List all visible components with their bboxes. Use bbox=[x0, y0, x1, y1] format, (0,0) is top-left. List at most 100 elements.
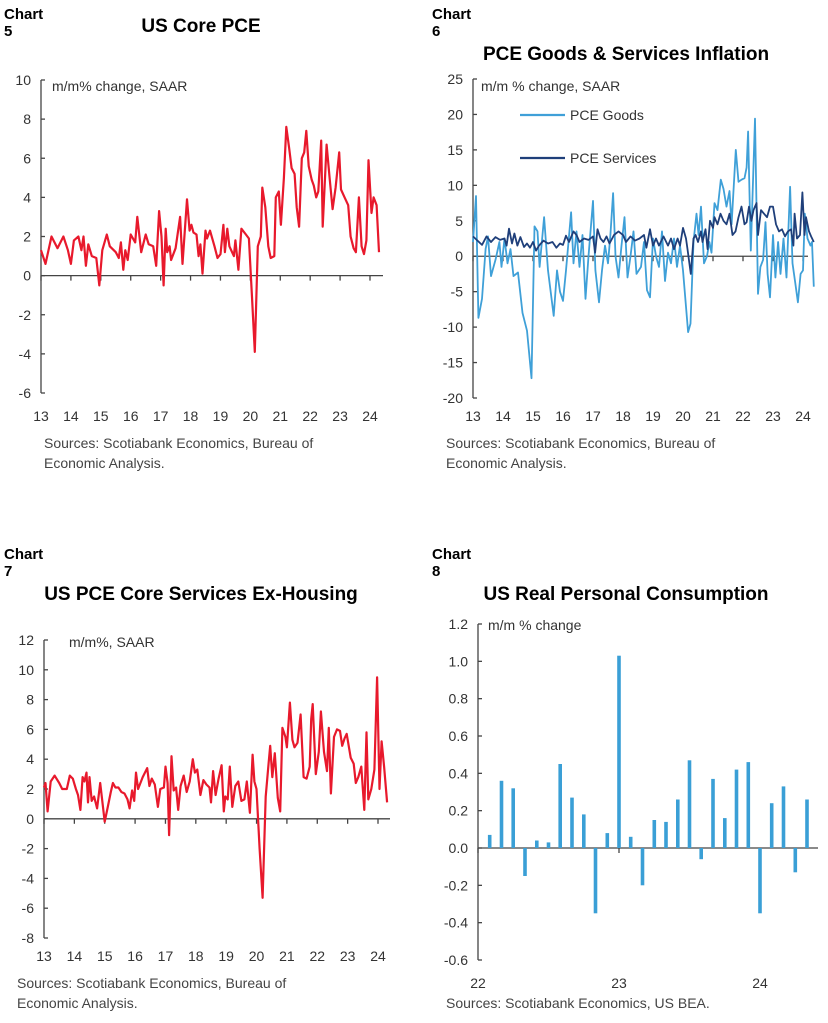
y-tick-label: -8 bbox=[22, 930, 35, 946]
bar bbox=[711, 778, 715, 848]
y-tick-label: -5 bbox=[451, 284, 464, 300]
unit-label: m/m % change, SAAR bbox=[481, 78, 620, 94]
chart-title: PCE Goods & Services Inflation bbox=[482, 44, 770, 65]
y-tick-label: 0.0 bbox=[449, 840, 469, 856]
x-tick-label: 18 bbox=[183, 408, 199, 424]
y-tick-label: 1.2 bbox=[449, 616, 469, 632]
bar bbox=[687, 760, 692, 848]
bar bbox=[699, 848, 703, 860]
unit-label: m/m% change, SAAR bbox=[52, 78, 187, 94]
bar bbox=[570, 797, 574, 848]
x-tick-label: 17 bbox=[158, 948, 174, 964]
y-tick-label: 6 bbox=[23, 150, 31, 166]
y-tick-label: -4 bbox=[22, 870, 35, 886]
bar bbox=[758, 848, 762, 914]
chart-title: US PCE Core Services Ex-Housing bbox=[44, 584, 358, 605]
y-tick-label: -6 bbox=[22, 900, 35, 916]
x-tick-label: 14 bbox=[63, 408, 79, 424]
x-tick-label: 18 bbox=[188, 948, 204, 964]
y-tick-label: -15 bbox=[443, 355, 463, 371]
chart-source: Sources: Scotiabank Economics, US BEA. bbox=[446, 995, 710, 1011]
x-tick-label: 21 bbox=[705, 408, 721, 424]
x-tick-label: 16 bbox=[123, 408, 139, 424]
y-tick-label: 0.6 bbox=[449, 728, 469, 744]
bar bbox=[546, 842, 551, 848]
y-tick-label: 4 bbox=[26, 751, 34, 767]
x-tick-label: 13 bbox=[465, 408, 481, 424]
x-tick-label: 18 bbox=[615, 408, 631, 424]
x-tick-label: 15 bbox=[93, 408, 109, 424]
x-tick-label: 21 bbox=[272, 408, 288, 424]
x-tick-label: 20 bbox=[249, 948, 265, 964]
y-tick-label: 5 bbox=[455, 213, 463, 229]
bar bbox=[605, 833, 610, 848]
x-tick-label: 23 bbox=[332, 408, 348, 424]
y-tick-label: 2 bbox=[26, 781, 34, 797]
bar bbox=[734, 769, 739, 848]
x-tick-label: 24 bbox=[795, 408, 811, 424]
series-line-main bbox=[42, 676, 389, 899]
bar bbox=[628, 836, 633, 848]
bar bbox=[487, 834, 492, 848]
y-tick-label: 0.4 bbox=[449, 765, 469, 781]
x-tick-label: 20 bbox=[675, 408, 691, 424]
bar bbox=[499, 780, 504, 848]
y-tick-label: 8 bbox=[26, 692, 34, 708]
x-tick-label: 13 bbox=[33, 408, 49, 424]
y-tick-label: -2 bbox=[22, 841, 35, 857]
y-tick-label: 1.0 bbox=[449, 653, 469, 669]
bar bbox=[511, 788, 515, 848]
y-tick-label: 6 bbox=[26, 721, 34, 737]
x-tick-label: 15 bbox=[525, 408, 541, 424]
x-tick-label: 24 bbox=[370, 948, 386, 964]
y-tick-label: 15 bbox=[447, 142, 463, 158]
x-tick-label: 21 bbox=[279, 948, 295, 964]
bar bbox=[617, 655, 621, 848]
x-tick-label: 22 bbox=[735, 408, 751, 424]
y-tick-label: 12 bbox=[18, 632, 34, 648]
chart-8-plot: -0.6 -0.4 -0.2 0.0 0.2 0.4 0.6 0.8 1.0 1.2 22 23 24 m… bbox=[444, 616, 818, 991]
bar bbox=[676, 799, 680, 848]
x-tick-label: 22 bbox=[309, 948, 325, 964]
y-tick-label: 4 bbox=[23, 189, 31, 205]
x-tick-label: 23 bbox=[765, 408, 781, 424]
x-tick-label: 14 bbox=[495, 408, 511, 424]
x-tick-label: 23 bbox=[611, 975, 627, 991]
y-tick-label: -2 bbox=[19, 307, 32, 323]
unit-label: m/m%, SAAR bbox=[69, 634, 155, 650]
x-tick-label: 14 bbox=[67, 948, 83, 964]
x-tick-label: 22 bbox=[302, 408, 318, 424]
y-tick-label: -0.4 bbox=[444, 915, 468, 931]
bar bbox=[723, 818, 727, 848]
x-tick-label: 17 bbox=[153, 408, 169, 424]
x-tick-label: 15 bbox=[97, 948, 113, 964]
x-tick-label: 24 bbox=[752, 975, 768, 991]
x-tick-label: 24 bbox=[362, 408, 378, 424]
y-tick-label: -6 bbox=[19, 385, 32, 401]
bar bbox=[793, 848, 798, 873]
x-tick-label: 22 bbox=[470, 975, 486, 991]
y-tick-label: -10 bbox=[443, 319, 463, 335]
bar bbox=[781, 786, 786, 848]
x-tick-label: 19 bbox=[645, 408, 661, 424]
y-tick-label: 25 bbox=[447, 71, 463, 87]
bar bbox=[523, 848, 527, 876]
y-tick-label: -4 bbox=[19, 346, 32, 362]
bar bbox=[582, 814, 586, 848]
chart-source: Sources: Scotiabank Economics, Bureau of… bbox=[17, 975, 287, 1011]
y-tick-label: -0.6 bbox=[444, 952, 468, 968]
bar bbox=[769, 803, 774, 848]
x-tick-label: 16 bbox=[127, 948, 143, 964]
y-tick-label: 2 bbox=[23, 229, 31, 245]
bar bbox=[664, 821, 668, 848]
y-tick-label: 10 bbox=[447, 177, 463, 193]
x-tick-label: 19 bbox=[218, 948, 234, 964]
bar bbox=[652, 820, 657, 848]
unit-label: m/m % change bbox=[488, 617, 582, 633]
chart-6-plot: -20 -15 -10 -5 0 5 10 15 20 25 13 14 15 16 17 18 19 20 21 2… bbox=[443, 71, 815, 424]
chart-number-label: Chart 5 bbox=[4, 6, 44, 40]
bar bbox=[558, 764, 562, 848]
chart-title: US Core PCE bbox=[141, 16, 261, 37]
